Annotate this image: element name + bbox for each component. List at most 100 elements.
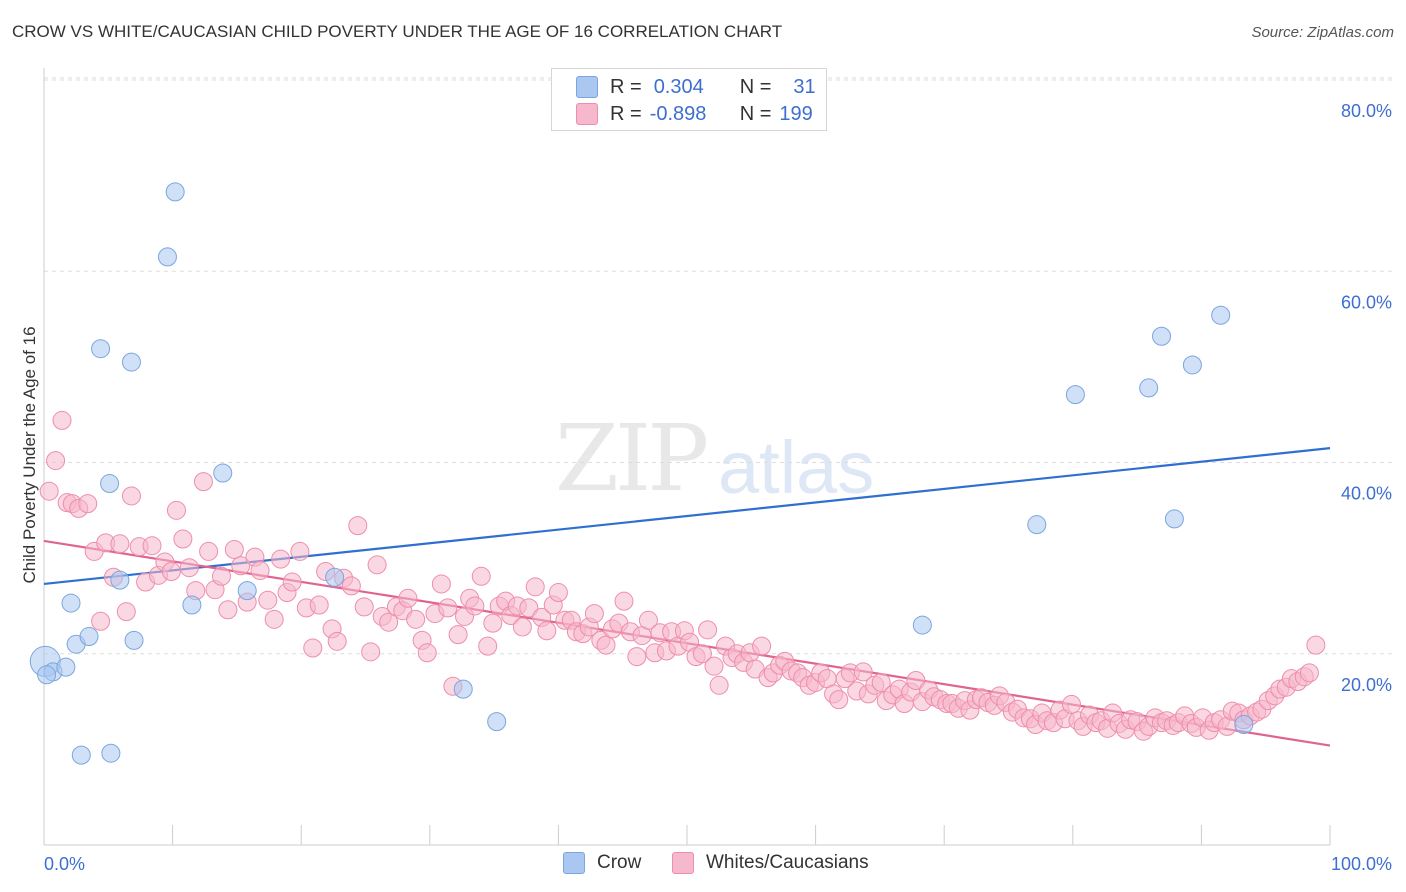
crow-point [110, 570, 130, 590]
trend-lines [43, 447, 1331, 747]
whites-point [271, 549, 291, 569]
whites-point [398, 588, 418, 608]
source-label: Source: ZipAtlas.com [1251, 24, 1394, 41]
legend-row-whites: R = -0.898 N = 199 [576, 102, 813, 126]
whites-point [483, 613, 503, 633]
watermark-zip: ZIP [555, 405, 709, 512]
whites-point [199, 541, 219, 561]
whites-point [121, 486, 141, 506]
whites-point [78, 494, 98, 514]
crow-point [124, 630, 144, 650]
whites-point [309, 595, 329, 615]
crow-point [237, 581, 257, 601]
whites-point [627, 647, 647, 667]
whites-point [448, 625, 468, 645]
whites-point [406, 609, 426, 629]
chart-title: CROW VS WHITE/CAUCASIAN CHILD POVERTY UN… [12, 22, 783, 41]
crow-point [79, 627, 99, 647]
whites-point [431, 574, 451, 594]
whites-point [218, 600, 238, 620]
whites-point [110, 534, 130, 554]
whites-point [348, 516, 368, 536]
crow-point [1065, 385, 1085, 405]
crow-point [1139, 378, 1159, 398]
crow-point [453, 679, 473, 699]
whites-point [116, 602, 136, 622]
crow-point [487, 712, 507, 732]
whites-point [282, 572, 302, 592]
crow-point [100, 474, 120, 494]
whites-point [853, 662, 873, 682]
whites-point [264, 609, 284, 629]
crow-point [1211, 305, 1231, 325]
whites-point [303, 638, 323, 658]
legend-r-label: R = [610, 75, 642, 98]
whites-point [519, 598, 539, 618]
whites-point [327, 631, 347, 651]
whites-point [231, 556, 251, 576]
whites-point [258, 590, 278, 610]
whites-point [1062, 694, 1082, 714]
whites-point [250, 561, 270, 581]
crow-point [56, 657, 76, 677]
whites-point [512, 617, 532, 637]
legend-r-label: R = [610, 102, 642, 125]
whites-point [525, 577, 545, 597]
bottom-legend-crow: Crow [563, 852, 641, 874]
whites-point [871, 672, 891, 692]
data-points [29, 182, 1326, 765]
crow-point [61, 593, 81, 613]
crow-point [37, 665, 57, 685]
x-tick-label: 0.0% [44, 854, 85, 874]
whites-point [1306, 635, 1326, 655]
whites-point [692, 644, 712, 664]
whites-point [179, 558, 199, 578]
whites-point [367, 555, 387, 575]
whites-point [354, 597, 374, 617]
bottom-legend-whites: Whites/Caucasians [672, 852, 869, 874]
y-axis-label: Child Poverty Under the Age of 16 [20, 326, 39, 583]
whites-point [537, 621, 557, 641]
crow-point [325, 567, 345, 587]
crow-point [1234, 715, 1254, 735]
crow-point [182, 595, 202, 615]
legend-r-value: 0.304 [653, 75, 704, 98]
whites-point [417, 643, 437, 663]
legend-row-crow: R = 0.304 N = 31 [576, 75, 816, 99]
whites-point [698, 620, 718, 640]
crow-point [912, 615, 932, 635]
legend-n-value: 199 [779, 102, 813, 125]
whites-point [829, 690, 849, 710]
whites-point [142, 536, 162, 556]
whites-point [46, 451, 66, 471]
legend: R = 0.304 N = 31 R = -0.898 N = 199 [551, 68, 827, 131]
whites-point [39, 481, 59, 501]
whites-point [379, 612, 399, 632]
bottom-legend-label-crow: Crow [597, 852, 642, 873]
crow-point [1182, 355, 1202, 375]
whites-point [465, 596, 485, 616]
whites-point [638, 610, 658, 630]
whites-point [211, 566, 231, 586]
crow-point [91, 339, 111, 359]
crow-point [71, 745, 91, 765]
whites-point [341, 576, 361, 596]
whites-point [224, 540, 244, 560]
whites-point [193, 472, 213, 492]
crow-point [1027, 515, 1047, 535]
bottom-legend-swatch-whites [672, 852, 694, 874]
bottom-legend-swatch-crow [563, 852, 585, 874]
crow-point [1152, 326, 1172, 346]
x-tick-label: 100.0% [1331, 854, 1392, 874]
y-tick-label: 60.0% [1341, 292, 1392, 312]
whites-point [438, 598, 458, 618]
whites-point [478, 636, 498, 656]
bottom-legend: Crow Whites/Caucasians [0, 852, 1406, 878]
whites-point [161, 562, 181, 582]
axes [43, 68, 1331, 846]
whites-point [906, 671, 926, 691]
whites-point [709, 675, 729, 695]
legend-n-value: 31 [793, 75, 816, 98]
whites-point [290, 541, 310, 561]
